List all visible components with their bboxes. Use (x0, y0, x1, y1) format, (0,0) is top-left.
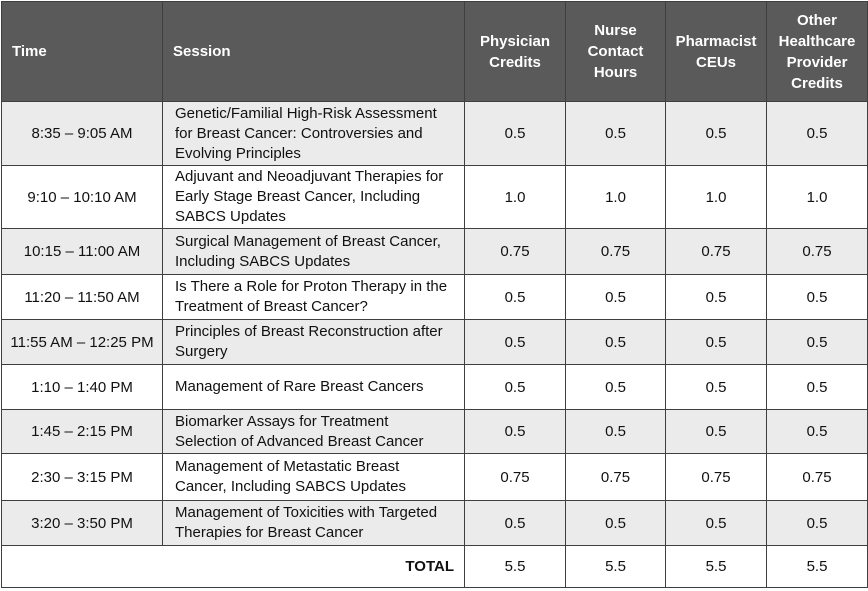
header-other-healthcare-provider-credits: Other Healthcare Provider Credits (766, 1, 868, 102)
nurse-hours-cell: 0.5 (565, 500, 666, 546)
pharmacist-ceus-cell: 0.5 (665, 409, 767, 454)
table-row: 8:35 – 9:05 AM Genetic/Familial High-Ris… (1, 101, 868, 166)
pharmacist-ceus-cell: 0.5 (665, 319, 767, 365)
nurse-hours-cell: 0.5 (565, 319, 666, 365)
table-row: 11:55 AM – 12:25 PM Principles of Breast… (1, 319, 868, 365)
session-cell: Adjuvant and Neoadjuvant Therapies for E… (162, 165, 465, 229)
physician-credits-cell: 0.5 (464, 364, 566, 410)
other-credits-cell: 0.5 (766, 409, 868, 454)
pharmacist-ceus-cell: 0.5 (665, 274, 767, 320)
table-row: 2:30 – 3:15 PM Management of Metastatic … (1, 453, 868, 501)
time-cell: 8:35 – 9:05 AM (1, 101, 163, 166)
time-cell: 9:10 – 10:10 AM (1, 165, 163, 229)
total-row: TOTAL 5.5 5.5 5.5 5.5 (1, 545, 868, 588)
session-cell: Management of Toxicities with Targeted T… (162, 500, 465, 546)
table-row: 11:20 – 11:50 AM Is There a Role for Pro… (1, 274, 868, 320)
session-cell: Genetic/Familial High-Risk Assessment fo… (162, 101, 465, 166)
physician-credits-cell: 0.5 (464, 101, 566, 166)
header-nurse-contact-hours: Nurse Contact Hours (565, 1, 666, 102)
total-physician-credits: 5.5 (464, 545, 566, 588)
header-time: Time (1, 1, 163, 102)
table-row: 1:10 – 1:40 PM Management of Rare Breast… (1, 364, 868, 410)
pharmacist-ceus-cell: 1.0 (665, 165, 767, 229)
nurse-hours-cell: 0.75 (565, 453, 666, 501)
physician-credits-cell: 0.5 (464, 409, 566, 454)
other-credits-cell: 0.5 (766, 101, 868, 166)
physician-credits-cell: 0.5 (464, 274, 566, 320)
session-cell: Is There a Role for Proton Therapy in th… (162, 274, 465, 320)
session-cell: Management of Metastatic Breast Cancer, … (162, 453, 465, 501)
time-cell: 11:20 – 11:50 AM (1, 274, 163, 320)
nurse-hours-cell: 1.0 (565, 165, 666, 229)
other-credits-cell: 0.5 (766, 364, 868, 410)
other-credits-cell: 0.5 (766, 319, 868, 365)
nurse-hours-cell: 0.5 (565, 101, 666, 166)
session-cell: Surgical Management of Breast Cancer, In… (162, 228, 465, 275)
header-physician-credits: Physician Credits (464, 1, 566, 102)
time-cell: 1:10 – 1:40 PM (1, 364, 163, 410)
table-row: 9:10 – 10:10 AM Adjuvant and Neoadjuvant… (1, 165, 868, 229)
session-cell: Principles of Breast Reconstruction afte… (162, 319, 465, 365)
physician-credits-cell: 1.0 (464, 165, 566, 229)
header-pharmacist-ceus: Pharmacist CEUs (665, 1, 767, 102)
time-cell: 1:45 – 2:15 PM (1, 409, 163, 454)
total-other-credits: 5.5 (766, 545, 868, 588)
header-row: Time Session Physician Credits Nurse Con… (1, 1, 868, 102)
total-pharmacist-ceus: 5.5 (665, 545, 767, 588)
time-cell: 2:30 – 3:15 PM (1, 453, 163, 501)
other-credits-cell: 0.75 (766, 228, 868, 275)
other-credits-cell: 1.0 (766, 165, 868, 229)
physician-credits-cell: 0.75 (464, 453, 566, 501)
total-label: TOTAL (1, 545, 465, 588)
physician-credits-cell: 0.75 (464, 228, 566, 275)
nurse-hours-cell: 0.5 (565, 274, 666, 320)
time-cell: 3:20 – 3:50 PM (1, 500, 163, 546)
physician-credits-cell: 0.5 (464, 500, 566, 546)
pharmacist-ceus-cell: 0.5 (665, 101, 767, 166)
pharmacist-ceus-cell: 0.75 (665, 453, 767, 501)
session-cell: Management of Rare Breast Cancers (162, 364, 465, 410)
time-cell: 10:15 – 11:00 AM (1, 228, 163, 275)
pharmacist-ceus-cell: 0.5 (665, 500, 767, 546)
nurse-hours-cell: 0.5 (565, 364, 666, 410)
physician-credits-cell: 0.5 (464, 319, 566, 365)
header-session: Session (162, 1, 465, 102)
table-row: 3:20 – 3:50 PM Management of Toxicities … (1, 500, 868, 546)
nurse-hours-cell: 0.75 (565, 228, 666, 275)
nurse-hours-cell: 0.5 (565, 409, 666, 454)
total-nurse-hours: 5.5 (565, 545, 666, 588)
pharmacist-ceus-cell: 0.5 (665, 364, 767, 410)
table-row: 10:15 – 11:00 AM Surgical Management of … (1, 228, 868, 275)
pharmacist-ceus-cell: 0.75 (665, 228, 767, 275)
other-credits-cell: 0.75 (766, 453, 868, 501)
other-credits-cell: 0.5 (766, 274, 868, 320)
time-cell: 11:55 AM – 12:25 PM (1, 319, 163, 365)
table-row: 1:45 – 2:15 PM Biomarker Assays for Trea… (1, 409, 868, 454)
other-credits-cell: 0.5 (766, 500, 868, 546)
session-cell: Biomarker Assays for Treatment Selection… (162, 409, 465, 454)
